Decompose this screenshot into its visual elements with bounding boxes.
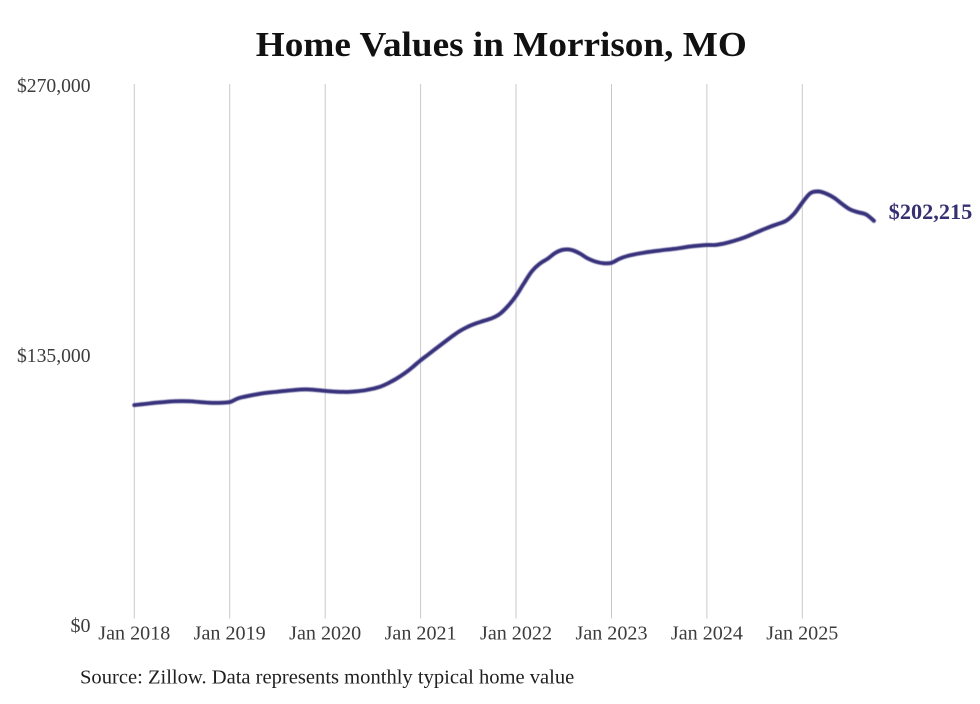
svg-text:$270,000: $270,000 [17, 75, 91, 97]
svg-text:Jan 2018: Jan 2018 [98, 623, 170, 645]
svg-text:Jan 2023: Jan 2023 [576, 623, 648, 645]
svg-text:$0: $0 [71, 615, 91, 637]
svg-text:Home Values in Morrison, MO: Home Values in Morrison, MO [256, 26, 747, 64]
svg-text:Jan 2025: Jan 2025 [766, 623, 838, 645]
svg-text:Jan 2021: Jan 2021 [385, 623, 457, 645]
svg-text:Jan 2020: Jan 2020 [289, 623, 361, 645]
svg-text:Source: Zillow. Data represent: Source: Zillow. Data represents monthly … [80, 667, 574, 689]
svg-text:$135,000: $135,000 [17, 345, 91, 367]
svg-text:Jan 2019: Jan 2019 [194, 623, 266, 645]
svg-text:$202,215: $202,215 [889, 199, 973, 224]
svg-text:Jan 2024: Jan 2024 [671, 623, 743, 645]
svg-text:Jan 2022: Jan 2022 [480, 623, 552, 645]
